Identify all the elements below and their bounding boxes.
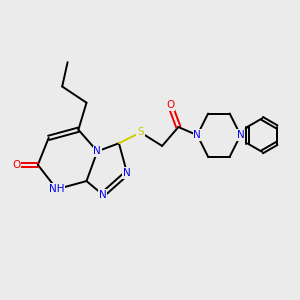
Text: O: O xyxy=(12,160,20,170)
Text: N: N xyxy=(194,130,201,140)
Text: N: N xyxy=(99,190,106,200)
Text: NH: NH xyxy=(49,184,64,194)
Text: N: N xyxy=(93,146,101,156)
Text: N: N xyxy=(237,130,244,140)
Text: O: O xyxy=(166,100,174,110)
Text: N: N xyxy=(123,168,131,178)
Text: S: S xyxy=(137,128,144,137)
